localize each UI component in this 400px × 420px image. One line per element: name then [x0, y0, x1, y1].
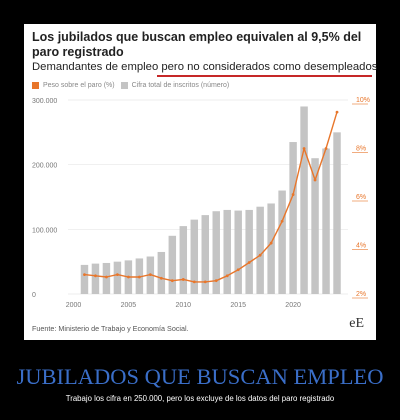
x-tick-label: 2015 [230, 302, 246, 309]
chart-card: Los jubilados que buscan empleo equivale… [24, 24, 378, 340]
x-tick-label: 2000 [66, 302, 82, 309]
bar [234, 210, 242, 294]
y-right-tick-label: 4% [356, 243, 366, 250]
y-left-tick-label: 0 [32, 292, 36, 299]
line-point [83, 273, 86, 276]
bar [256, 206, 264, 294]
bar [223, 209, 231, 294]
x-tick-label: 2020 [285, 302, 301, 309]
line-point [159, 276, 163, 280]
bar [190, 219, 199, 294]
line-point [291, 193, 295, 196]
bar [322, 148, 330, 294]
y-left-tick-label: 300.000 [32, 98, 57, 105]
chart-subtitle: Demandantes de empleo pero no considerad… [32, 61, 378, 73]
y-right-tick-label: 10% [356, 97, 370, 104]
line-series-peso [84, 111, 338, 283]
bar [91, 263, 100, 294]
bar [267, 203, 275, 294]
bar [179, 226, 188, 294]
line-point [225, 274, 229, 278]
line-point [105, 275, 108, 279]
bar [113, 261, 122, 294]
bar [245, 209, 253, 294]
caption-headline: JUBILADOS QUE BUSCAN EMPLEO [16, 364, 384, 389]
line-point [170, 279, 174, 283]
y-right-tick-label: 2% [356, 291, 366, 298]
bar [289, 142, 297, 294]
line-point [313, 178, 317, 182]
bar [333, 132, 341, 294]
bar [157, 251, 166, 294]
line-point [236, 268, 240, 272]
line-point [269, 241, 273, 245]
bar [168, 235, 177, 294]
line-point [280, 219, 284, 223]
legend-label-line: Peso sobre el paro (%) [43, 82, 115, 89]
subtitle-underline [157, 75, 372, 77]
y-right-tick-label: 8% [356, 146, 366, 153]
bar [300, 106, 308, 294]
caption-subline: Trabajo los cifra en 250.000, pero los e… [65, 394, 335, 403]
bar [201, 215, 209, 294]
line-point [214, 279, 218, 283]
line-point [258, 253, 262, 257]
bar [278, 190, 286, 294]
line-point [247, 261, 251, 264]
line-point [148, 273, 152, 276]
chart-plot: 300.000 200.000 100.000 0 10% 8% 6% 4% 2% 2000 200… [32, 97, 370, 309]
line-point [126, 275, 130, 279]
line-point [94, 274, 97, 278]
y-left-tick-label: 100.000 [32, 227, 57, 234]
legend-swatch-line [32, 82, 39, 89]
bar [311, 158, 319, 294]
line-point [116, 273, 119, 276]
legend-swatch-bar [120, 82, 128, 89]
line-point [181, 278, 185, 281]
publisher-logo: eE [349, 316, 364, 331]
line-point [302, 147, 306, 150]
legend-label-bar: Cifra total de inscritos (número) [131, 82, 230, 89]
chart-title: Los jubilados que buscan empleo equivale… [32, 30, 362, 59]
bar [80, 264, 89, 294]
bar [102, 262, 111, 294]
y-right-tick-label: 6% [356, 194, 366, 201]
x-tick-label: 2005 [121, 302, 137, 309]
chart-source: Fuente: Ministerio de Trabajo y Economía… [32, 324, 189, 333]
x-tick-label: 2010 [176, 302, 192, 309]
line-point [324, 147, 328, 150]
line-point [203, 280, 207, 284]
line-point [137, 275, 141, 279]
line-point [335, 110, 339, 114]
bar [212, 211, 220, 294]
line-point [192, 280, 196, 284]
y-left-tick-label: 200.000 [32, 163, 57, 170]
chart-legend: Peso sobre el paro (%) Cifra total de in… [32, 82, 229, 89]
